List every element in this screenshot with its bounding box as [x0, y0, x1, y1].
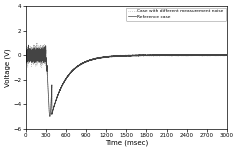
Reference case	[223, 55, 226, 56]
Line: Reference case: Reference case	[26, 45, 227, 117]
Case with different measurement noise	[49, 116, 51, 117]
Y-axis label: Voltage (V): Voltage (V)	[4, 48, 11, 87]
Reference case	[225, 54, 228, 56]
Case with different measurement noise	[205, 54, 208, 56]
Case with different measurement noise	[24, 55, 27, 57]
Reference case	[153, 55, 155, 56]
Reference case	[205, 54, 208, 56]
Line: Case with different measurement noise: Case with different measurement noise	[26, 42, 227, 117]
Reference case	[24, 53, 27, 55]
Reference case	[225, 54, 228, 56]
Case with different measurement noise	[199, 54, 202, 56]
Reference case	[27, 44, 30, 46]
Case with different measurement noise	[225, 54, 228, 56]
Reference case	[49, 116, 51, 117]
Reference case	[199, 54, 202, 56]
Case with different measurement noise	[223, 54, 226, 56]
X-axis label: Time (msec): Time (msec)	[105, 139, 148, 146]
Reference case	[115, 56, 118, 57]
Case with different measurement noise	[36, 42, 39, 43]
Case with different measurement noise	[225, 54, 228, 56]
Case with different measurement noise	[153, 54, 155, 56]
Case with different measurement noise	[115, 55, 118, 57]
Legend: Case with different measurement noise, Reference case: Case with different measurement noise, R…	[126, 8, 225, 21]
